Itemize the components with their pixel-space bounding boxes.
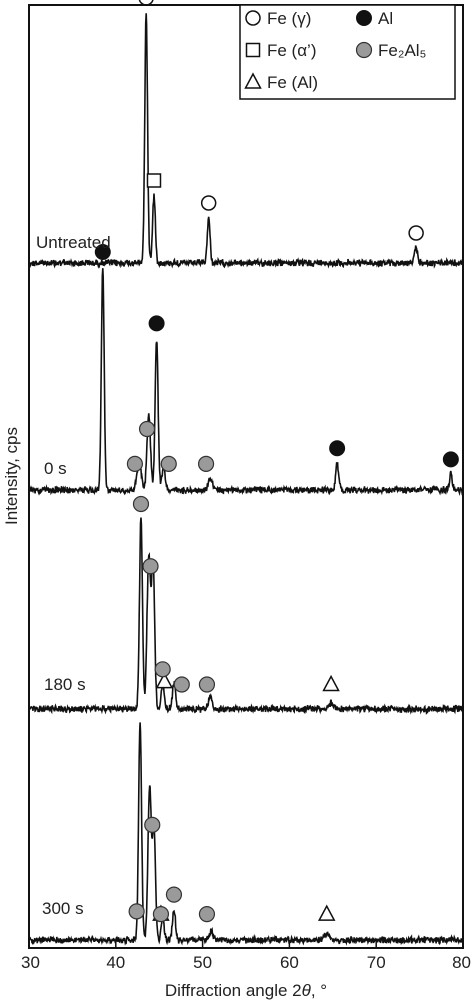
trace-line-3 xyxy=(28,722,464,946)
x-axis-label: Diffraction angle 2θ, ° xyxy=(165,981,327,1000)
x-tick-label-80: 80 xyxy=(452,953,471,972)
marker-gray-circle-3-5 xyxy=(198,906,216,923)
marker-open-square-0-1 xyxy=(146,173,162,188)
marker-gray-circle-2-3 xyxy=(154,661,171,678)
trace-label-3: 300 s xyxy=(42,899,84,918)
x-ticks-group: 30 40 50 60 70 80 xyxy=(21,941,471,972)
traces-group xyxy=(28,13,464,946)
marker-open-circle-0-2 xyxy=(200,195,217,211)
x-tick-label-60: 60 xyxy=(280,953,299,972)
legend-marker-open-square xyxy=(245,42,261,58)
legend-label-3: Fe₂Al₅ xyxy=(378,41,426,60)
trace-label-0: Untreated xyxy=(36,233,111,252)
marker-filled-circle-1-6 xyxy=(329,440,346,457)
marker-gray-circle-2-5 xyxy=(198,676,216,693)
marker-gray-circle-1-4 xyxy=(160,455,177,472)
marker-filled-circle-1-0 xyxy=(94,244,111,260)
marker-gray-circle-1-5 xyxy=(197,455,215,472)
marker-open-triangle-2-2 xyxy=(155,672,174,689)
marker-open-triangle-2-6 xyxy=(322,674,340,692)
legend-label-4: Fe (Al) xyxy=(267,73,318,92)
trace-label-2: 180 s xyxy=(44,675,86,694)
marker-gray-circle-3-1 xyxy=(144,816,161,833)
marker-filled-circle-1-7 xyxy=(442,451,459,468)
legend-marker-open-triangle xyxy=(244,72,262,89)
marker-gray-circle-1-3 xyxy=(126,455,143,472)
marker-gray-circle-2-0 xyxy=(132,495,150,513)
legend: Fe (γ) Al Fe (α’) Fe₂Al₅ Fe (Al) xyxy=(239,4,456,100)
trace-line-0 xyxy=(28,13,464,269)
legend-label-2: Fe (α’) xyxy=(267,41,317,60)
marker-gray-circle-3-0 xyxy=(128,903,145,920)
trace-line-2 xyxy=(28,517,464,716)
marker-gray-circle-2-1 xyxy=(142,558,159,575)
y-axis-label: Intensity, cps xyxy=(2,427,21,525)
marker-gray-circle-3-4 xyxy=(165,886,183,903)
legend-marker-open-circle xyxy=(245,10,261,26)
trace-line-1 xyxy=(28,268,464,496)
marker-gray-circle-3-3 xyxy=(152,906,170,923)
trace-label-1: 0 s xyxy=(44,459,67,478)
legend-label-1: Al xyxy=(378,9,393,28)
marker-filled-circle-1-1 xyxy=(148,315,165,332)
marker-open-triangle-3-6 xyxy=(317,904,336,921)
marker-open-circle-0-3 xyxy=(408,225,424,241)
marker-gray-circle-2-4 xyxy=(173,676,190,693)
trace-labels-group: Untreated 0 s 180 s 300 s xyxy=(36,233,111,918)
legend-box xyxy=(239,4,456,100)
markers-group xyxy=(94,0,459,923)
legend-label-0: Fe (γ) xyxy=(267,9,311,28)
x-tick-label-40: 40 xyxy=(106,953,125,972)
x-tick-label-50: 50 xyxy=(193,953,212,972)
x-tick-label-70: 70 xyxy=(367,953,386,972)
legend-marker-filled-circle xyxy=(356,10,372,26)
legend-marker-gray-circle xyxy=(355,41,373,59)
plot-frame xyxy=(28,4,464,949)
marker-gray-circle-1-2 xyxy=(138,420,156,438)
x-tick-label-30: 30 xyxy=(21,953,40,972)
